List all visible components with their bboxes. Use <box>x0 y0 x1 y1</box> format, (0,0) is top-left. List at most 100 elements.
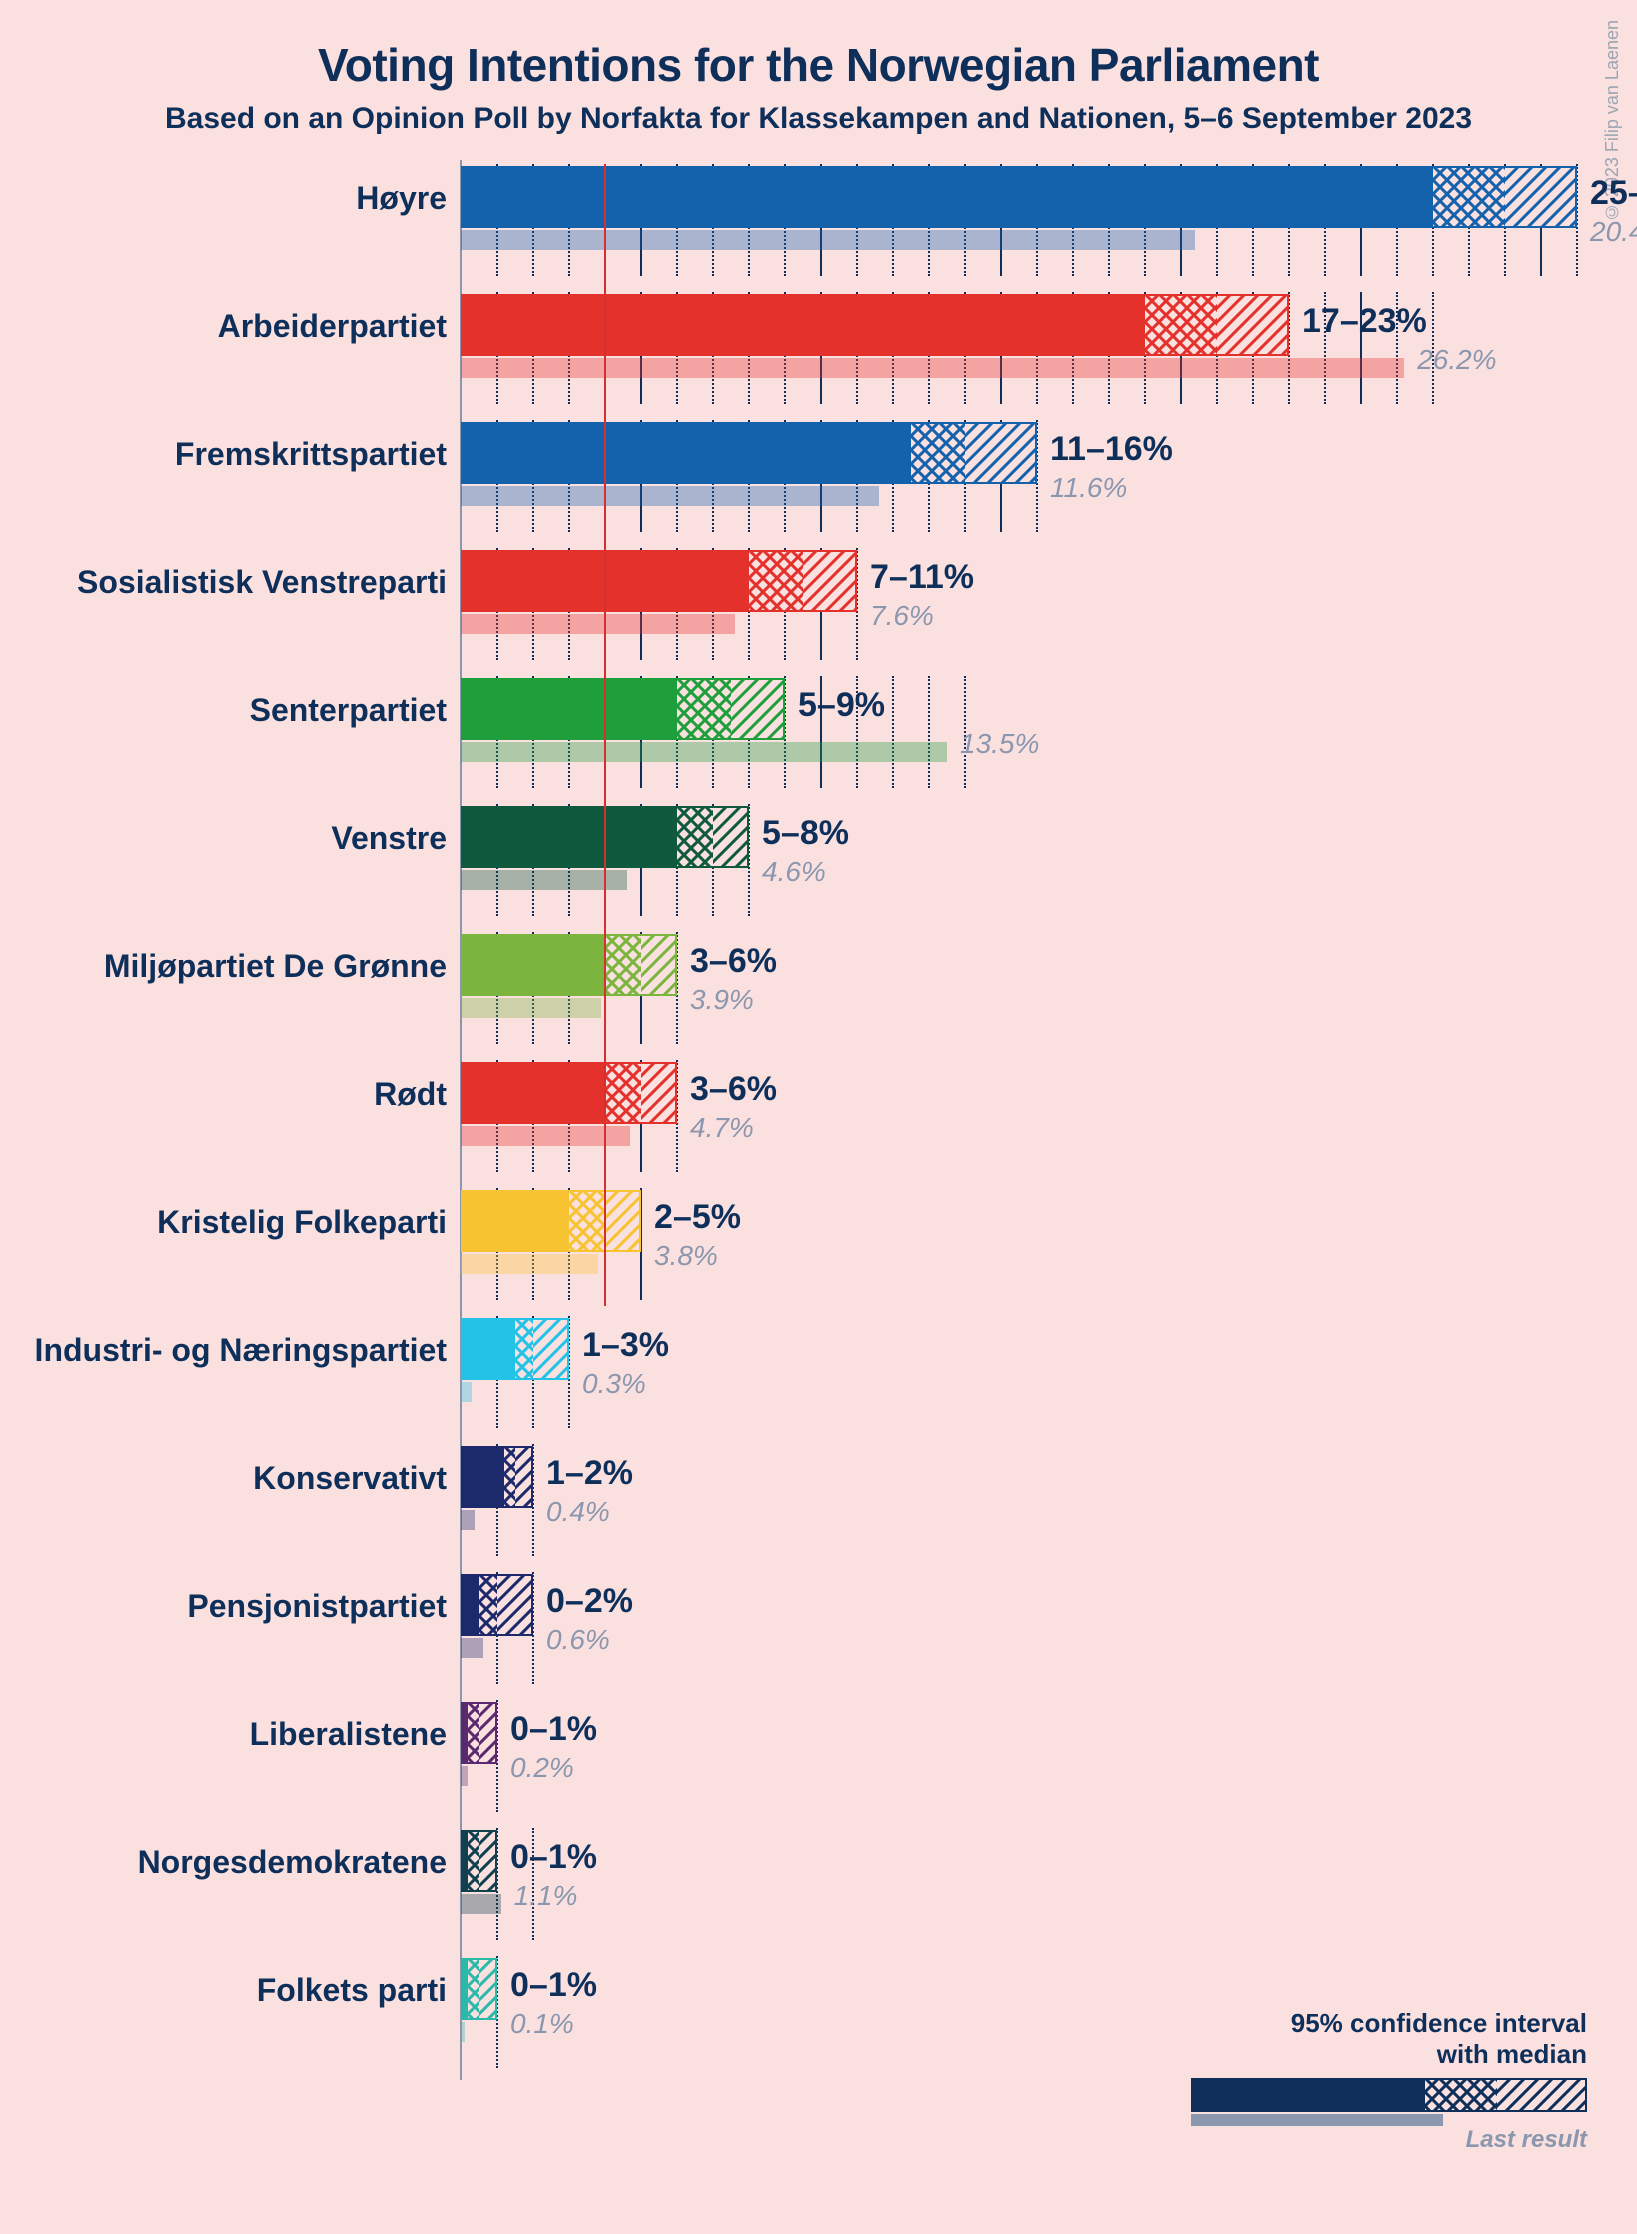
bar-area: 1–2%0.4% <box>460 1440 1610 1568</box>
last-result-label: 0.6% <box>546 1624 610 1656</box>
range-label: 11–16% <box>1050 430 1173 469</box>
range-label: 2–5% <box>654 1198 741 1237</box>
bar-area: 5–8%4.6% <box>460 800 1610 928</box>
chart-subtitle: Based on an Opinion Poll by Norfakta for… <box>0 102 1637 136</box>
ci-high-segment <box>1217 294 1289 356</box>
party-label: Industri- og Næringspartiet <box>35 1332 447 1369</box>
confidence-bar <box>461 422 1037 484</box>
ci-high-segment <box>497 1574 533 1636</box>
ci-high-segment <box>1505 166 1577 228</box>
ci-high-segment <box>515 1446 533 1508</box>
party-row: Fremskrittspartiet 11–16%11.6% <box>0 416 1637 544</box>
threshold-line <box>604 164 606 1306</box>
ci-low-segment <box>461 1702 468 1764</box>
legend-bar <box>1191 2078 1587 2124</box>
confidence-bar <box>461 1446 533 1508</box>
ci-high-segment <box>641 1062 677 1124</box>
gridline-minor <box>892 676 894 788</box>
ci-low-segment <box>461 1062 605 1124</box>
party-label: Senterpartiet <box>250 692 447 729</box>
party-label: Fremskrittspartiet <box>175 436 447 473</box>
ci-low-segment <box>461 934 605 996</box>
confidence-bar <box>461 166 1577 228</box>
last-result-bar <box>461 614 735 634</box>
last-result-bar <box>461 486 879 506</box>
legend: 95% confidence interval with median Last… <box>1157 2008 1587 2154</box>
ci-low-segment <box>461 1574 479 1636</box>
party-row: Miljøpartiet De Grønne3–6%3.9% <box>0 928 1637 1056</box>
ci-median-segment <box>504 1446 515 1508</box>
bar-area: 25–31%20.4% <box>460 160 1610 288</box>
ci-low-segment <box>461 1446 504 1508</box>
party-row: Sosialistisk Venstreparti7–11%7.6% <box>0 544 1637 672</box>
ci-median-segment <box>677 678 731 740</box>
ci-low-segment <box>461 1318 515 1380</box>
ci-high-segment <box>641 934 677 996</box>
ci-median-segment <box>677 806 713 868</box>
bar-area: 1–3%0.3% <box>460 1312 1610 1440</box>
ci-high-segment <box>533 1318 569 1380</box>
last-result-label: 26.2% <box>1417 344 1496 376</box>
confidence-bar <box>461 1830 497 1892</box>
bar-area: 17–23%26.2% <box>460 288 1610 416</box>
last-result-bar <box>461 998 601 1018</box>
party-label: Rødt <box>374 1076 447 1113</box>
party-row: Kristelig Folkeparti2–5%3.8% <box>0 1184 1637 1312</box>
ci-low-segment <box>461 678 677 740</box>
last-result-bar <box>461 1510 475 1530</box>
last-result-label: 1.1% <box>514 1880 578 1912</box>
range-label: 17–23% <box>1302 302 1427 341</box>
range-label: 5–9% <box>798 686 885 725</box>
ci-median-segment <box>1145 294 1217 356</box>
range-label: 0–1% <box>510 1710 597 1749</box>
confidence-bar <box>461 1190 641 1252</box>
ci-median-segment <box>479 1574 497 1636</box>
last-result-label: 0.4% <box>546 1496 610 1528</box>
last-result-label: 0.2% <box>510 1752 574 1784</box>
ci-high-segment <box>479 1702 497 1764</box>
last-result-bar <box>461 2022 465 2042</box>
bar-area: 11–16%11.6% <box>460 416 1610 544</box>
bar-area: 7–11%7.6% <box>460 544 1610 672</box>
range-label: 0–2% <box>546 1582 633 1621</box>
last-result-bar <box>461 1894 501 1914</box>
ci-low-segment <box>461 422 911 484</box>
legend-last-bar <box>1191 2114 1443 2126</box>
legend-outline <box>1191 2078 1587 2112</box>
ci-median-segment <box>468 1830 479 1892</box>
party-row: Industri- og Næringspartiet 1–3%0.3% <box>0 1312 1637 1440</box>
party-label: Pensjonistpartiet <box>187 1588 447 1625</box>
confidence-bar <box>461 678 785 740</box>
last-result-bar <box>461 742 947 762</box>
last-result-label: 3.8% <box>654 1240 718 1272</box>
ci-high-segment <box>605 1190 641 1252</box>
bar-chart: Høyre25–31%20.4%Arbeiderpartiet17–23%26.… <box>0 160 1637 2080</box>
legend-line1: 95% confidence interval <box>1157 2008 1587 2039</box>
range-label: 0–1% <box>510 1838 597 1877</box>
last-result-label: 0.1% <box>510 2008 574 2040</box>
party-row: Høyre25–31%20.4% <box>0 160 1637 288</box>
range-label: 0–1% <box>510 1966 597 2005</box>
last-result-label: 4.7% <box>690 1112 754 1144</box>
last-result-label: 11.6% <box>1050 472 1127 504</box>
confidence-bar <box>461 1062 677 1124</box>
bar-area: 0–2%0.6% <box>460 1568 1610 1696</box>
confidence-bar <box>461 1702 497 1764</box>
party-row: Senterpartiet 5–9% 13.5% <box>0 672 1637 800</box>
last-result-bar <box>461 870 627 890</box>
bar-area: 0–1%1.1% <box>460 1824 1610 1952</box>
confidence-bar <box>461 934 677 996</box>
confidence-bar <box>461 1574 533 1636</box>
last-result-bar <box>461 1254 598 1274</box>
ci-high-segment <box>479 1830 497 1892</box>
party-row: Arbeiderpartiet17–23%26.2% <box>0 288 1637 416</box>
party-label: Liberalistene <box>250 1716 447 1753</box>
range-label: 1–2% <box>546 1454 633 1493</box>
bar-area: 2–5%3.8% <box>460 1184 1610 1312</box>
gridline-minor <box>928 676 930 788</box>
ci-median-segment <box>605 934 641 996</box>
range-label: 5–8% <box>762 814 849 853</box>
last-result-bar <box>461 358 1404 378</box>
party-label: Miljøpartiet De Grønne <box>104 948 447 985</box>
last-result-label: 13.5% <box>960 728 1039 760</box>
